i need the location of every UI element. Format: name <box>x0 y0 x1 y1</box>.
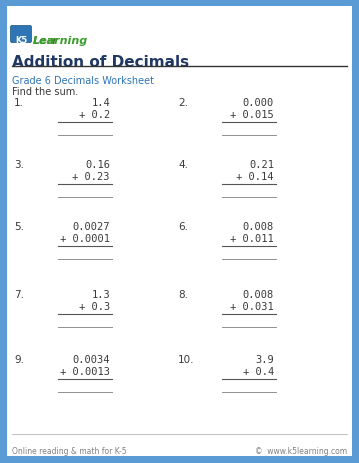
Text: 1.3: 1.3 <box>91 289 110 300</box>
Text: r: r <box>52 36 57 46</box>
Text: 8.: 8. <box>178 289 188 300</box>
Text: 3.9: 3.9 <box>255 354 274 364</box>
Text: + 0.0001: + 0.0001 <box>60 233 110 244</box>
Text: Grade 6 Decimals Worksheet: Grade 6 Decimals Worksheet <box>12 76 154 86</box>
Text: Addition of Decimals: Addition of Decimals <box>12 55 189 70</box>
Text: Online reading & math for K-5: Online reading & math for K-5 <box>12 446 127 455</box>
Text: + 0.0013: + 0.0013 <box>60 366 110 376</box>
Text: 2.: 2. <box>178 98 188 108</box>
Text: 0.16: 0.16 <box>85 160 110 169</box>
Text: + 0.4: + 0.4 <box>243 366 274 376</box>
Text: + 0.3: + 0.3 <box>79 301 110 311</box>
Text: + 0.011: + 0.011 <box>230 233 274 244</box>
FancyBboxPatch shape <box>10 26 32 44</box>
Text: ©  www.k5learning.com: © www.k5learning.com <box>255 446 347 455</box>
Text: 0.0034: 0.0034 <box>73 354 110 364</box>
Text: + 0.23: + 0.23 <box>73 172 110 181</box>
Text: 9.: 9. <box>14 354 24 364</box>
Text: 0.0027: 0.0027 <box>73 221 110 232</box>
Text: K5: K5 <box>15 36 27 45</box>
Text: Learning: Learning <box>33 36 88 46</box>
Text: + 0.031: + 0.031 <box>230 301 274 311</box>
Text: 0.000: 0.000 <box>243 98 274 108</box>
Text: 0.008: 0.008 <box>243 289 274 300</box>
Text: Lea: Lea <box>33 36 55 46</box>
Text: 10.: 10. <box>178 354 195 364</box>
Text: Find the sum.: Find the sum. <box>12 87 78 97</box>
Text: 0.008: 0.008 <box>243 221 274 232</box>
Text: + 0.14: + 0.14 <box>237 172 274 181</box>
Text: 5.: 5. <box>14 221 24 232</box>
Text: 4.: 4. <box>178 160 188 169</box>
Text: + 0.2: + 0.2 <box>79 110 110 120</box>
Text: 7.: 7. <box>14 289 24 300</box>
Text: 0.21: 0.21 <box>249 160 274 169</box>
Text: + 0.015: + 0.015 <box>230 110 274 120</box>
Text: 3.: 3. <box>14 160 24 169</box>
Text: 6.: 6. <box>178 221 188 232</box>
Text: 1.4: 1.4 <box>91 98 110 108</box>
Text: 1.: 1. <box>14 98 24 108</box>
